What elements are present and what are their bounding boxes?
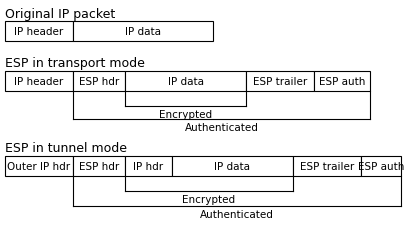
Text: Encrypted: Encrypted [182,194,235,204]
Text: Encrypted: Encrypted [158,110,211,119]
Text: ESP trailer: ESP trailer [252,77,306,87]
Text: IP header: IP header [14,27,64,37]
Bar [172,156,292,176]
Text: ESP hdr: ESP hdr [79,161,119,171]
Bar [292,156,360,176]
Bar [5,72,73,92]
Text: ESP in transport mode: ESP in transport mode [5,57,145,70]
Bar [313,72,369,92]
Bar [73,156,125,176]
Bar [73,22,213,42]
Text: ESP auth: ESP auth [357,161,403,171]
Text: IP data: IP data [167,77,203,87]
Text: IP data: IP data [214,161,250,171]
Text: ESP hdr: ESP hdr [79,77,119,87]
Bar [125,156,172,176]
Text: Outer IP hdr: Outer IP hdr [7,161,70,171]
Text: Authenticated: Authenticated [200,209,273,219]
Text: IP hdr: IP hdr [133,161,163,171]
Text: ESP trailer: ESP trailer [299,161,353,171]
Bar [5,156,73,176]
Text: ESP in tunnel mode: ESP in tunnel mode [5,141,127,154]
Text: Original IP packet: Original IP packet [5,8,115,21]
Text: IP data: IP data [125,27,161,37]
Bar [125,72,245,92]
Bar [245,72,313,92]
Text: Authenticated: Authenticated [184,122,258,133]
Bar [73,72,125,92]
Text: ESP auth: ESP auth [318,77,364,87]
Text: IP header: IP header [14,77,64,87]
Bar [5,22,73,42]
Bar [360,156,400,176]
